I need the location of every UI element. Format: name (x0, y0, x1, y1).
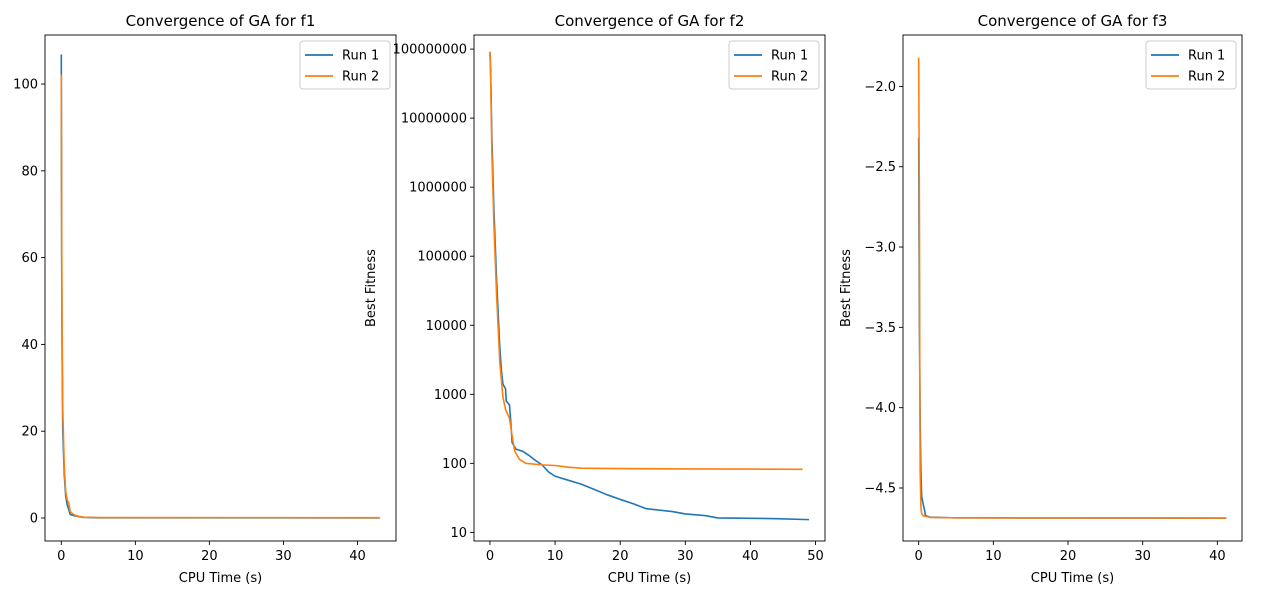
legend-label-run-2: Run 2 (771, 70, 808, 85)
series-line-run-2 (60, 74, 380, 519)
legend: Run 1 Run 2 (299, 40, 391, 90)
chart-panel-3: Convergence of GA for f3 0 10 20 30 40 −4.5 −4.… (839, 12, 1243, 586)
series-line-run-1 (489, 52, 810, 521)
y-tick-label: 60 (21, 251, 38, 266)
x-tick-label: 0 (57, 549, 65, 564)
y-tick-label: 10000000 (401, 112, 467, 127)
x-tick-label: 10 (985, 549, 1002, 564)
legend-label-run-1: Run 1 (342, 49, 379, 64)
y-tick-label: −2.0 (864, 80, 896, 95)
x-tick-label: 0 (486, 549, 494, 564)
y-tick-label: 20 (21, 425, 38, 440)
y-tick-label: −3.0 (864, 241, 896, 256)
x-tick-label: 40 (349, 549, 366, 564)
x-tick-label: 30 (677, 549, 694, 564)
x-tick-label: 30 (1134, 549, 1151, 564)
legend: Run 1 Run 2 (728, 40, 820, 90)
x-tick-label: 10 (547, 549, 564, 564)
y-tick-label: 40 (21, 338, 38, 353)
x-axis-label: CPU Time (s) (608, 571, 691, 586)
legend-label-run-1: Run 1 (771, 49, 808, 64)
chart-panel-1: Convergence of GA for f1 0 10 20 30 40 0 20 40 60… (13, 12, 397, 586)
x-tick-label: 30 (275, 549, 292, 564)
series-line-run-1 (60, 54, 380, 519)
series-line-run-1 (917, 137, 1227, 519)
y-tick-label: 0 (30, 512, 38, 527)
y-tick-label: −4.0 (864, 401, 896, 416)
x-tick-label: 40 (742, 549, 759, 564)
x-tick-label: 50 (807, 549, 824, 564)
chart-title: Convergence of GA for f1 (126, 12, 316, 30)
series-line-run-2 (489, 51, 803, 471)
y-tick-label: 1000 (434, 388, 467, 403)
legend-label-run-1: Run 1 (1188, 49, 1225, 64)
legend-box (728, 40, 820, 90)
y-tick-label: 1000000 (409, 181, 467, 196)
legend-label-run-2: Run 2 (342, 70, 379, 85)
x-tick-label: 40 (1209, 549, 1226, 564)
x-tick-label: 20 (612, 549, 629, 564)
x-axis-label: CPU Time (s) (179, 571, 262, 586)
y-tick-label: 80 (21, 164, 38, 179)
y-tick-label: −3.5 (864, 321, 896, 336)
x-tick-label: 20 (201, 549, 218, 564)
legend-label-run-2: Run 2 (1188, 70, 1225, 85)
plot-frame (902, 34, 1243, 542)
plot-frame (473, 34, 826, 542)
y-tick-label: 10000 (426, 319, 467, 334)
x-tick-label: 10 (127, 549, 144, 564)
chart-title: Convergence of GA for f2 (555, 12, 745, 30)
y-tick-label: 100 (442, 457, 467, 472)
y-tick-label: 100000000 (393, 43, 467, 58)
legend-box (1145, 40, 1237, 90)
y-tick-label: −4.5 (864, 481, 896, 496)
x-tick-label: 20 (1060, 549, 1077, 564)
x-axis-label: CPU Time (s) (1031, 571, 1114, 586)
legend-box (299, 40, 391, 90)
y-tick-label: −2.5 (864, 160, 896, 175)
y-tick-label: 10 (450, 526, 467, 541)
y-axis-label: Best Fitness (839, 249, 854, 327)
y-tick-label: 100000 (417, 250, 467, 265)
plot-frame (44, 34, 397, 542)
y-axis-label: Best Fitness (364, 249, 379, 327)
y-tick-label: 100 (13, 78, 38, 93)
chart-panel-2: Convergence of GA for f2 0 10 20 30 40 50 10 100… (364, 12, 826, 586)
x-tick-label: 0 (915, 549, 923, 564)
chart-title: Convergence of GA for f3 (978, 12, 1168, 30)
series-line-run-2 (917, 57, 1227, 519)
legend: Run 1 Run 2 (1145, 40, 1237, 90)
